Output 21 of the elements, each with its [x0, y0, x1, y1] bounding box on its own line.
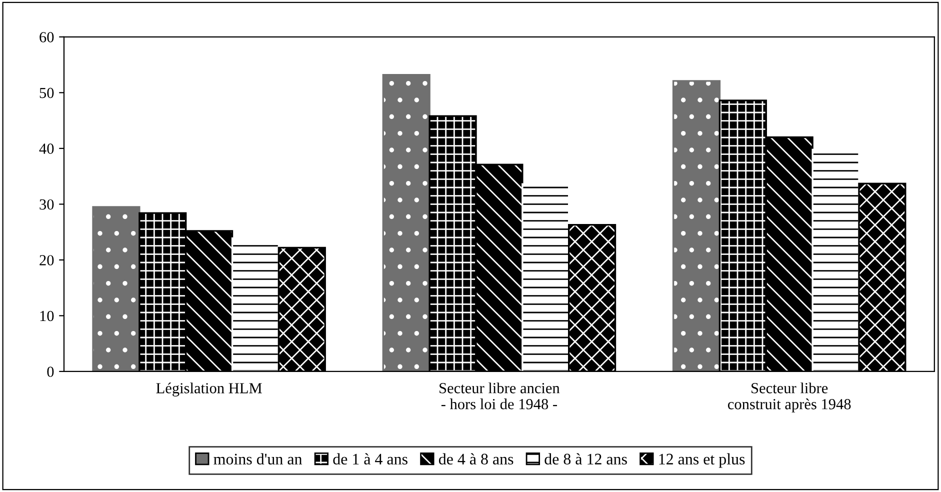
y-tick-label: 20: [40, 255, 54, 266]
x-tick-label: Législation HLM: [156, 382, 262, 396]
y-tick-label: 40: [39, 144, 54, 154]
bar: [522, 183, 570, 372]
legend-label: 12 ans et plus: [659, 453, 745, 468]
bar: [672, 80, 721, 372]
legend-label: de 4 à 8 ans: [438, 453, 514, 465]
bar: [92, 206, 140, 372]
y-tick-label: 30: [40, 199, 54, 210]
legend-label: de 8 à 12 ans: [544, 453, 627, 465]
x-tick-label: Secteur libre construit après 1948: [728, 382, 851, 412]
y-tick-label: 50: [40, 88, 54, 98]
y-tick-label: 0: [47, 366, 54, 377]
bar: [231, 237, 280, 372]
legend-label: de 1 à 4 ans: [333, 453, 408, 465]
bar: [382, 74, 430, 372]
y-tick-label: 10: [40, 310, 54, 322]
x-tick-label: Secteur libre ancien - hors loi de 1948 -: [440, 382, 560, 410]
y-tick-label: 60: [40, 32, 54, 42]
bar: [812, 148, 860, 372]
legend-label: moins d'un an: [214, 453, 302, 465]
